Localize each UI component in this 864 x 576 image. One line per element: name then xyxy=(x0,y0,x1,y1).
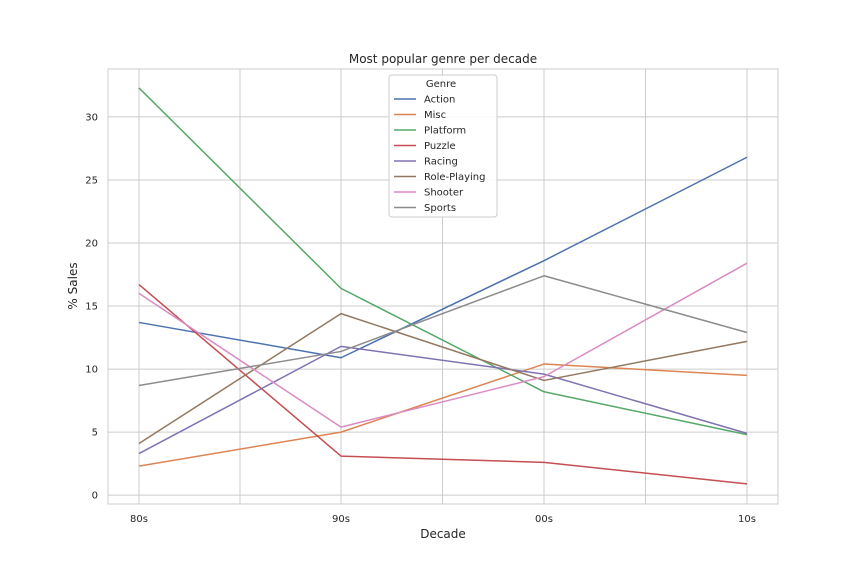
legend-label-misc: Misc xyxy=(424,110,446,121)
legend-label-racing: Racing xyxy=(424,157,458,168)
series-line-sports xyxy=(138,275,748,387)
series-line-shooter xyxy=(138,262,748,428)
legend: Genre Action Misc Platform Puzzle Racing Role… xyxy=(388,74,498,218)
series-lines xyxy=(138,87,748,485)
y-tick-label: 0 xyxy=(92,491,98,502)
series-line-role-playing xyxy=(138,312,748,445)
series-line-racing xyxy=(138,345,748,455)
tick-labels: 0 5 10 15 20 25 30 80s 90s 00s 10s xyxy=(85,112,756,525)
series-line-platform xyxy=(138,87,748,436)
legend-title: Genre xyxy=(426,79,456,90)
x-axis-label: Decade xyxy=(420,527,466,541)
x-tick-label: 10s xyxy=(738,514,756,525)
y-tick-label: 15 xyxy=(85,302,98,313)
x-tick-label: 00s xyxy=(535,514,553,525)
y-tick-label: 10 xyxy=(85,365,98,376)
x-tick-label: 90s xyxy=(332,514,350,525)
legend-label-platform: Platform xyxy=(424,126,466,137)
y-tick-label: 20 xyxy=(85,239,98,250)
legend-label-role-playing: Role-Playing xyxy=(424,172,485,183)
y-tick-label: 5 xyxy=(92,428,98,439)
series-line-puzzle xyxy=(138,284,748,485)
chart-title: Most popular genre per decade xyxy=(349,52,537,66)
y-axis-label: % Sales xyxy=(66,262,80,309)
legend-label-sports: Sports xyxy=(424,203,456,214)
series-line-action xyxy=(138,156,748,359)
y-tick-label: 25 xyxy=(85,175,98,186)
legend-label-puzzle: Puzzle xyxy=(424,141,456,152)
x-tick-label: 80s xyxy=(130,514,148,525)
legend-items: Action Misc Platform Puzzle Racing Role-Playi… xyxy=(394,95,485,214)
legend-label-shooter: Shooter xyxy=(424,188,464,199)
y-tick-label: 30 xyxy=(85,112,98,123)
legend-label-action: Action xyxy=(424,95,455,106)
legend-box xyxy=(388,74,498,218)
series-line-misc xyxy=(138,363,748,467)
plot-frame xyxy=(107,68,779,505)
